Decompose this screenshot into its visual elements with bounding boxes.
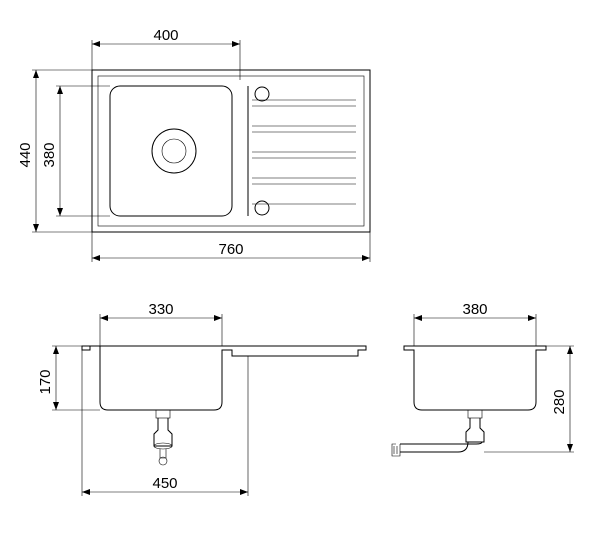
dim-450: 450: [82, 350, 248, 496]
dim-label: 760: [218, 241, 243, 258]
dim-label: 380: [41, 142, 58, 167]
front-view: 330 170 450: [37, 301, 366, 496]
dim-label: 380: [462, 301, 487, 318]
dim-label: 440: [17, 142, 34, 167]
dim-label: 170: [37, 369, 54, 394]
dim-400: 400: [92, 27, 240, 80]
dim-170: 170: [37, 346, 100, 410]
drainboard-lines: [248, 86, 356, 216]
dim-label: 450: [152, 475, 177, 492]
dim-760: 760: [92, 232, 370, 262]
dim-280: 280: [484, 346, 574, 452]
dim-label: 330: [148, 301, 173, 318]
drain-assembly-side: [392, 410, 488, 456]
dim-label: 400: [153, 27, 178, 44]
drain-assembly-front: [150, 410, 176, 465]
dim-330: 330: [100, 301, 222, 346]
dim-380-side: 380: [414, 301, 536, 346]
side-view: 380 280: [392, 301, 574, 456]
dim-label: 280: [551, 389, 568, 414]
technical-drawing: 400 760 440 380: [0, 0, 600, 542]
top-view: 400 760 440 380: [17, 27, 370, 262]
dim-380: 380: [41, 86, 110, 216]
